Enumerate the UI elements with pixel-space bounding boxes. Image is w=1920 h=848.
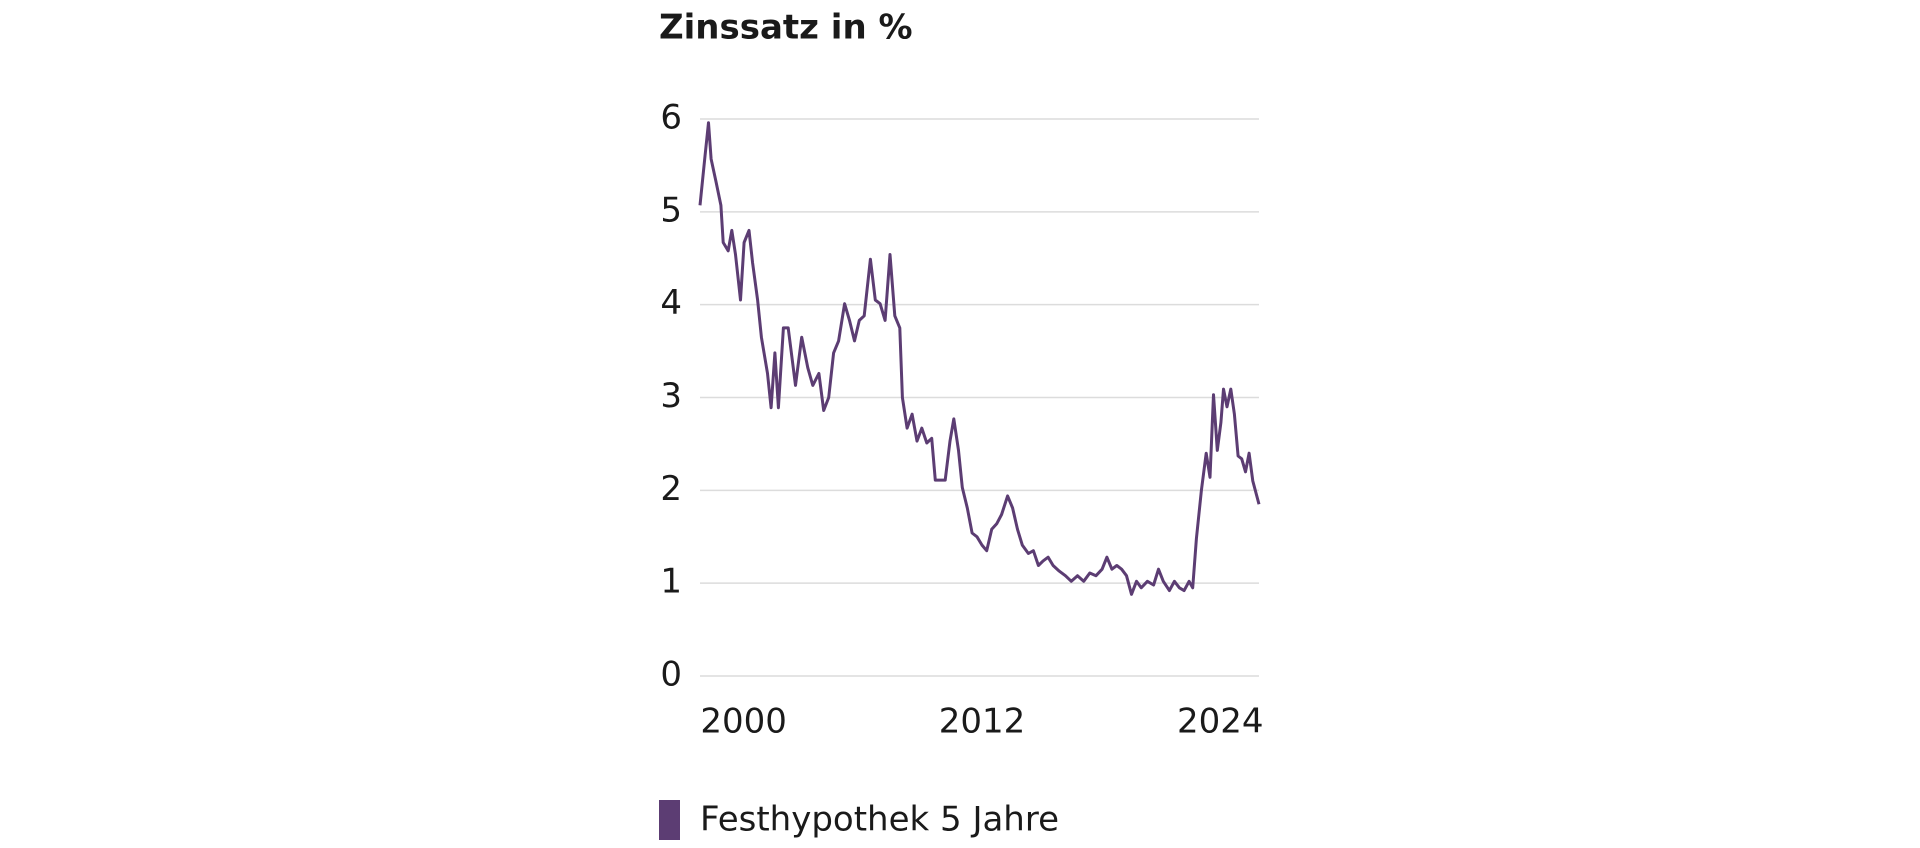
y-tick-label: 2 bbox=[660, 469, 682, 509]
line bbox=[698, 121, 1261, 596]
y-tick-label: 1 bbox=[660, 562, 682, 602]
chart-title: Zinssatz in % bbox=[659, 8, 913, 48]
x-tick-label: 2024 bbox=[1177, 702, 1264, 742]
x-tick-label: 2000 bbox=[700, 702, 787, 742]
y-tick-label: 3 bbox=[660, 376, 682, 416]
y-tick-label: 5 bbox=[660, 190, 682, 230]
y-tick-label: 4 bbox=[660, 283, 682, 323]
legend-label: Festhypothek 5 Jahre bbox=[700, 800, 1059, 840]
x-tick-label: 2012 bbox=[939, 702, 1026, 742]
y-tick-label: 0 bbox=[660, 655, 682, 695]
legend-swatch bbox=[659, 800, 680, 840]
y-tick-label: 6 bbox=[660, 98, 682, 138]
